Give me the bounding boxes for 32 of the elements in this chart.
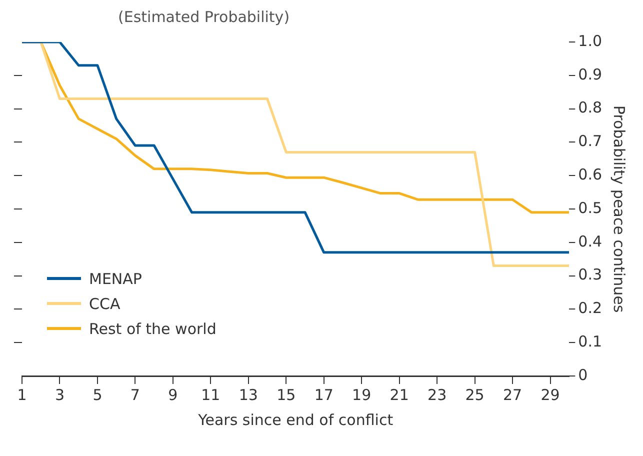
legend-label: CCA (89, 294, 120, 312)
x-tick-label: 3 (54, 386, 65, 404)
y-tick-label: 0.8 (578, 98, 602, 117)
x-tick-label: 25 (465, 386, 484, 404)
y-tick-label: 1.0 (578, 32, 602, 50)
x-tick-label: 9 (168, 386, 178, 404)
y-tick-label: 0.3 (578, 266, 602, 284)
x-tick-label: 5 (92, 386, 102, 404)
x-tick-label: 27 (502, 386, 522, 404)
x-tick-label: 7 (130, 386, 140, 404)
y-tick-label: 0.4 (578, 232, 602, 250)
x-tick-label: 29 (540, 386, 560, 404)
chart-subtitle: (Estimated Probability) (118, 8, 291, 28)
x-tick-label: 13 (238, 386, 258, 404)
y-tick-label: 0.6 (578, 165, 602, 184)
x-tick-label: 11 (201, 386, 220, 404)
legend-label: Rest of the world (89, 320, 216, 338)
y-tick-label: 0 (578, 366, 588, 384)
y-tick-label: 0.5 (578, 198, 602, 217)
x-axis-title: Years since end of conflict (197, 410, 394, 429)
x-tick-label: 21 (390, 386, 409, 404)
y-tick-label: 0.2 (578, 299, 602, 318)
y-tick-label: 0.1 (578, 332, 602, 350)
y-tick-label: 0.7 (578, 132, 602, 150)
x-tick-label: 15 (276, 386, 296, 404)
legend-label: MENAP (89, 270, 142, 288)
x-tick-label: 19 (352, 386, 372, 404)
x-tick-label: 17 (314, 386, 334, 404)
x-tick-label: 23 (428, 386, 447, 404)
y-tick-label: 0.9 (578, 65, 602, 84)
x-tick-label: 1 (17, 386, 27, 404)
y-axis-title: Probability peace continues (610, 105, 628, 313)
